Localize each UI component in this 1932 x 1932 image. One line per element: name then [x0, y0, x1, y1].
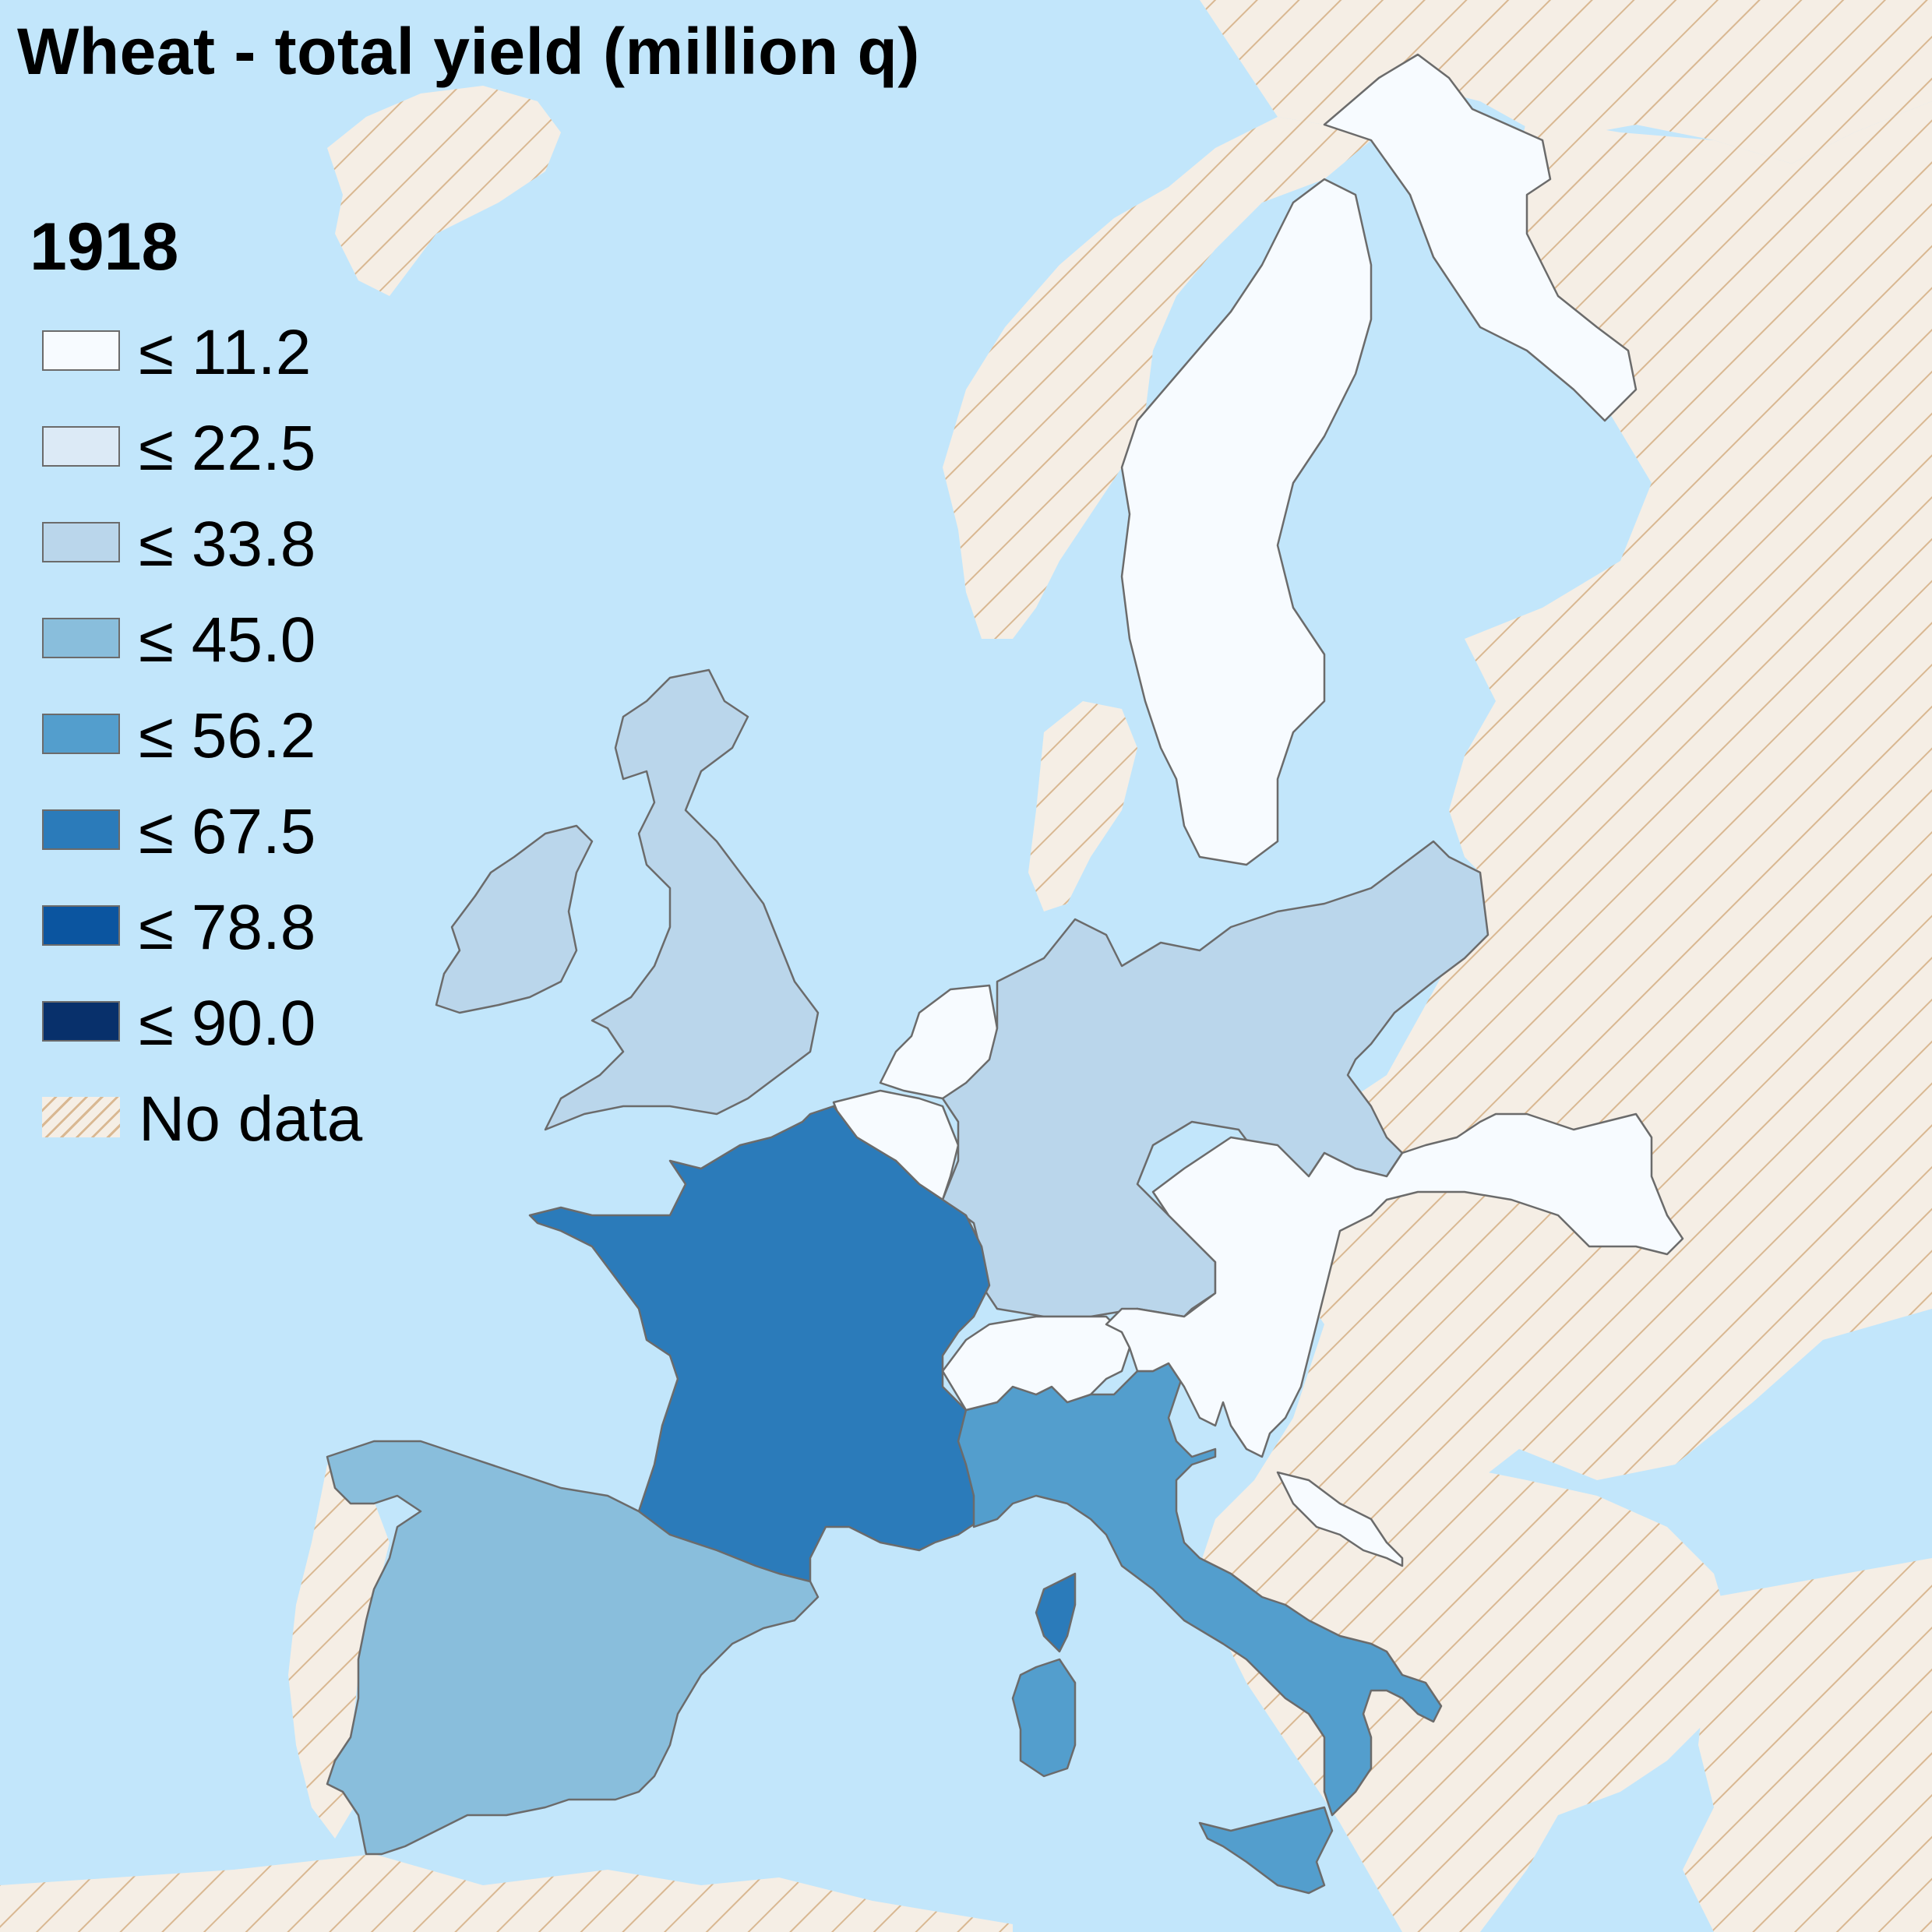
- legend-label: ≤ 33.8: [139, 509, 316, 580]
- legend-label: No data: [139, 1084, 363, 1155]
- region-corsica[interactable]: [1035, 1572, 1077, 1653]
- legend-label: ≤ 56.2: [139, 700, 316, 771]
- legend-swatch: [42, 1097, 120, 1137]
- legend-label: ≤ 22.5: [139, 413, 316, 484]
- region-united-kingdom[interactable]: [544, 668, 820, 1131]
- legend-label: ≤ 67.5: [139, 796, 316, 867]
- legend-swatch: [42, 426, 120, 467]
- region-sicily[interactable]: [1198, 1806, 1334, 1895]
- north-africa-land: [0, 1854, 1013, 1932]
- region-dalmatia[interactable]: [1276, 1471, 1404, 1567]
- region-austria-hungary[interactable]: [1105, 1112, 1684, 1458]
- anatolia-land: [1683, 1558, 1932, 1932]
- legend-label: ≤ 90.0: [139, 988, 316, 1059]
- iceland-land: [327, 86, 561, 296]
- legend-swatch: [42, 522, 120, 562]
- legend-label: ≤ 78.8: [139, 892, 316, 963]
- legend-label: ≤ 11.2: [139, 317, 312, 388]
- north-cape-land: [1200, 0, 1932, 164]
- russia-land: [1254, 101, 1932, 1558]
- region-spain[interactable]: [326, 1440, 820, 1856]
- denmark-land: [1028, 701, 1137, 911]
- region-sweden[interactable]: [1120, 53, 1638, 866]
- legend-swatch: [42, 330, 120, 371]
- legend-swatch: [42, 809, 120, 850]
- norway-land: [943, 117, 1371, 639]
- map-title: Wheat - total yield (million q): [17, 15, 920, 88]
- legend-label: ≤ 45.0: [139, 605, 316, 675]
- portugal-land: [288, 1465, 390, 1839]
- legend-swatch: [42, 714, 120, 754]
- region-ireland[interactable]: [435, 824, 594, 1014]
- legend-swatch: [42, 1001, 120, 1042]
- legend-swatch: [42, 905, 120, 946]
- year-label: 1918: [30, 210, 179, 284]
- regions: [326, 53, 1684, 1895]
- region-switzerland[interactable]: [941, 1315, 1131, 1412]
- region-sardinia[interactable]: [1011, 1658, 1077, 1778]
- legend-swatch: [42, 618, 120, 658]
